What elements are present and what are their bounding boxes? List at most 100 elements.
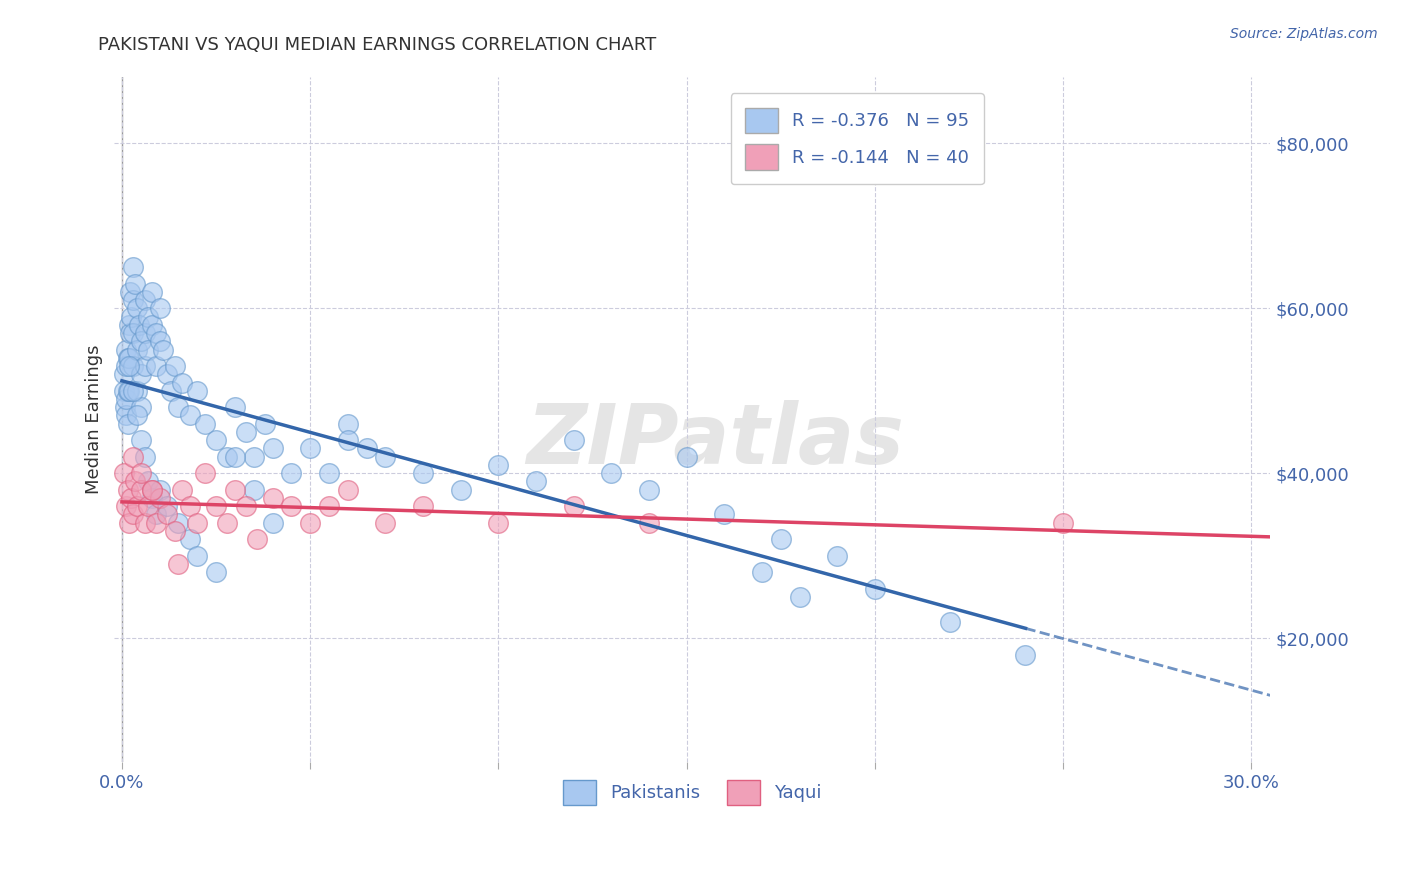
Point	[524, 475, 547, 489]
Point	[120, 285, 142, 299]
Point	[194, 417, 217, 431]
Point	[149, 491, 172, 505]
Point	[149, 301, 172, 316]
Point	[186, 549, 208, 563]
Point	[299, 516, 322, 530]
Point	[136, 343, 159, 357]
Point	[115, 392, 138, 406]
Point	[235, 499, 257, 513]
Point	[122, 326, 145, 340]
Point	[253, 417, 276, 431]
Point	[186, 384, 208, 398]
Point	[136, 475, 159, 489]
Point	[129, 483, 152, 497]
Point	[156, 499, 179, 513]
Point	[114, 343, 136, 357]
Point	[450, 483, 472, 497]
Point	[825, 549, 848, 563]
Point	[412, 499, 434, 513]
Point	[120, 326, 142, 340]
Point	[224, 401, 246, 415]
Point	[1052, 516, 1074, 530]
Point	[412, 466, 434, 480]
Point	[562, 499, 585, 513]
Point	[262, 491, 284, 505]
Point	[205, 499, 228, 513]
Point	[134, 293, 156, 307]
Point	[160, 384, 183, 398]
Point	[112, 466, 135, 480]
Point	[125, 343, 148, 357]
Point	[280, 466, 302, 480]
Point	[179, 409, 201, 423]
Point	[486, 516, 509, 530]
Point	[117, 483, 139, 497]
Point	[129, 368, 152, 382]
Point	[141, 483, 163, 497]
Point	[115, 359, 138, 373]
Point	[152, 343, 174, 357]
Point	[262, 516, 284, 530]
Point	[145, 326, 167, 340]
Point	[112, 368, 135, 382]
Point	[374, 450, 396, 464]
Point	[125, 499, 148, 513]
Point	[117, 351, 139, 365]
Point	[134, 450, 156, 464]
Y-axis label: Median Earnings: Median Earnings	[86, 345, 103, 494]
Point	[167, 516, 190, 530]
Point	[122, 359, 145, 373]
Point	[136, 499, 159, 513]
Point	[336, 483, 359, 497]
Point	[675, 450, 697, 464]
Point	[863, 582, 886, 596]
Point	[246, 532, 269, 546]
Point	[205, 434, 228, 448]
Point	[242, 483, 264, 497]
Point	[125, 409, 148, 423]
Point	[129, 334, 152, 349]
Point	[235, 425, 257, 439]
Point	[280, 499, 302, 513]
Point	[769, 532, 792, 546]
Point	[167, 557, 190, 571]
Point	[336, 417, 359, 431]
Point	[114, 499, 136, 513]
Point	[125, 301, 148, 316]
Point	[299, 442, 322, 456]
Point	[318, 466, 340, 480]
Point	[145, 508, 167, 522]
Point	[156, 368, 179, 382]
Text: ZIPatlas: ZIPatlas	[526, 400, 904, 481]
Point	[486, 458, 509, 472]
Point	[112, 384, 135, 398]
Point	[789, 590, 811, 604]
Point	[751, 565, 773, 579]
Point	[224, 450, 246, 464]
Point	[224, 483, 246, 497]
Point	[145, 359, 167, 373]
Point	[145, 516, 167, 530]
Legend: Pakistanis, Yaqui: Pakistanis, Yaqui	[554, 771, 831, 814]
Point	[122, 450, 145, 464]
Point	[172, 376, 194, 390]
Point	[186, 516, 208, 530]
Point	[118, 516, 141, 530]
Point	[114, 409, 136, 423]
Point	[1014, 648, 1036, 662]
Point	[179, 499, 201, 513]
Point	[374, 516, 396, 530]
Point	[122, 508, 145, 522]
Point	[217, 516, 239, 530]
Point	[194, 466, 217, 480]
Point	[638, 483, 661, 497]
Point	[141, 483, 163, 497]
Point	[122, 384, 145, 398]
Text: PAKISTANI VS YAQUI MEDIAN EARNINGS CORRELATION CHART: PAKISTANI VS YAQUI MEDIAN EARNINGS CORRE…	[98, 36, 657, 54]
Point	[134, 359, 156, 373]
Point	[118, 359, 141, 373]
Point	[118, 384, 141, 398]
Point	[120, 491, 142, 505]
Point	[172, 483, 194, 497]
Point	[336, 434, 359, 448]
